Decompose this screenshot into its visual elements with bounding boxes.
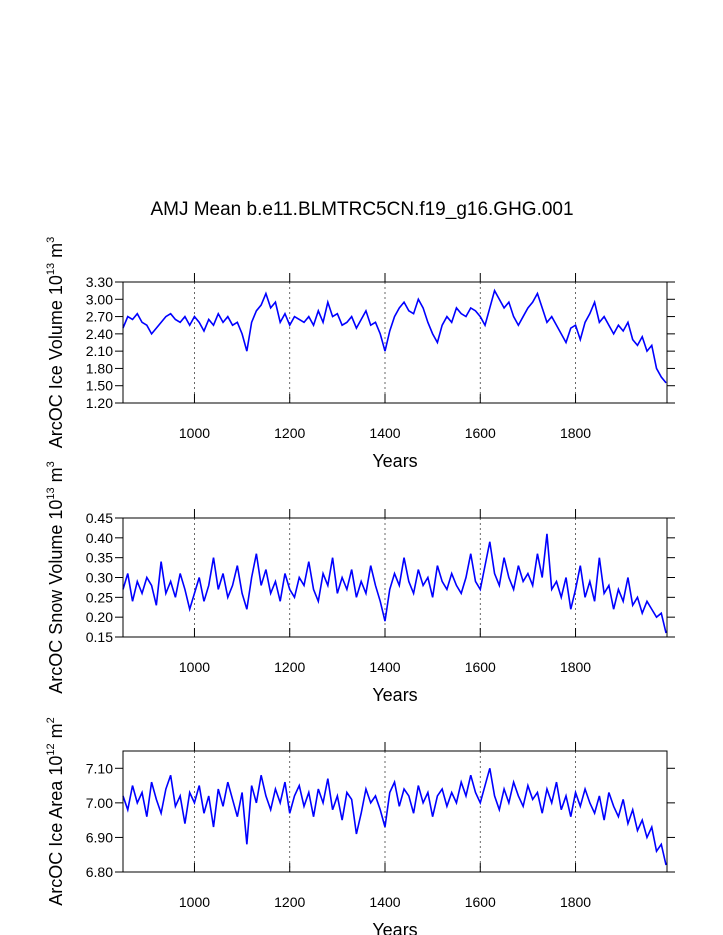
y-tick-label: 6.90 — [86, 829, 113, 845]
x-tick-label: 1200 — [274, 894, 305, 910]
y-axis-label-part: ArcOC Ice Area 10 — [46, 756, 66, 906]
y-axis-label: ArcOC Ice Area 1012 m2 — [45, 717, 66, 905]
y-tick-label: 0.40 — [86, 530, 113, 546]
y-axis-label-sup: 3 — [45, 237, 57, 243]
y-tick-label: 0.25 — [86, 589, 113, 605]
y-axis-label-part: m — [46, 723, 66, 743]
x-tick-label: 1800 — [560, 659, 591, 675]
y-tick-label: 0.20 — [86, 609, 113, 625]
data-line — [122, 288, 667, 384]
y-tick-label: 3.00 — [86, 291, 113, 307]
plot-frame — [122, 281, 668, 404]
y-tick-label: 1.80 — [86, 360, 113, 376]
y-tick-label: 2.70 — [86, 309, 113, 325]
plot-frame — [122, 750, 668, 873]
y-tick-label: 7.10 — [86, 760, 113, 776]
y-tick-label: 7.00 — [86, 795, 113, 811]
x-tick-label: 1600 — [465, 425, 496, 441]
data-line — [122, 768, 667, 866]
y-tick-label: 0.15 — [86, 629, 113, 645]
x-tick-label: 1200 — [274, 425, 305, 441]
y-tick-label: 6.80 — [86, 864, 113, 880]
data-line — [122, 533, 667, 634]
x-tick-label: 1000 — [179, 425, 210, 441]
y-tick-label: 0.30 — [86, 570, 113, 586]
y-tick-label: 1.20 — [86, 395, 113, 411]
x-axis-label: Years — [372, 920, 417, 935]
y-axis-label-sup: 2 — [45, 717, 57, 723]
chart-title: AMJ Mean b.e11.BLMTRC5CN.f19_g16.GHG.001 — [150, 199, 573, 220]
y-tick-label: 2.10 — [86, 343, 113, 359]
y-axis-label-sup: 12 — [45, 743, 57, 755]
y-tick-label: 2.40 — [86, 326, 113, 342]
y-axis-label-part: m — [46, 243, 66, 263]
x-tick-label: 1200 — [274, 659, 305, 675]
x-tick-label: 1400 — [369, 425, 400, 441]
y-axis-label-sup: 3 — [45, 461, 57, 467]
x-axis-label: Years — [372, 685, 417, 705]
x-tick-label: 1000 — [179, 659, 210, 675]
y-axis-label-part: m — [46, 467, 66, 487]
x-tick-label: 1000 — [179, 894, 210, 910]
x-axis-label: Years — [372, 451, 417, 471]
y-axis-label-part: ArcOC Ice Volume 10 — [46, 275, 66, 448]
x-tick-label: 1600 — [465, 894, 496, 910]
y-axis-label-part: ArcOC Snow Volume 10 — [46, 500, 66, 694]
y-axis-label-sup: 13 — [45, 487, 57, 499]
x-tick-label: 1800 — [560, 425, 591, 441]
y-tick-label: 0.45 — [86, 510, 113, 526]
y-axis-label-sup: 13 — [45, 263, 57, 275]
y-axis-label: ArcOC Ice Volume 1013 m3 — [45, 237, 66, 448]
plot-frame — [122, 517, 668, 638]
y-tick-label: 0.35 — [86, 550, 113, 566]
x-tick-label: 1400 — [369, 659, 400, 675]
y-axis-label: ArcOC Snow Volume 1013 m3 — [45, 461, 66, 693]
x-tick-label: 1400 — [369, 894, 400, 910]
x-tick-label: 1600 — [465, 659, 496, 675]
y-tick-label: 3.30 — [86, 274, 113, 290]
x-tick-label: 1800 — [560, 894, 591, 910]
y-tick-label: 1.50 — [86, 378, 113, 394]
